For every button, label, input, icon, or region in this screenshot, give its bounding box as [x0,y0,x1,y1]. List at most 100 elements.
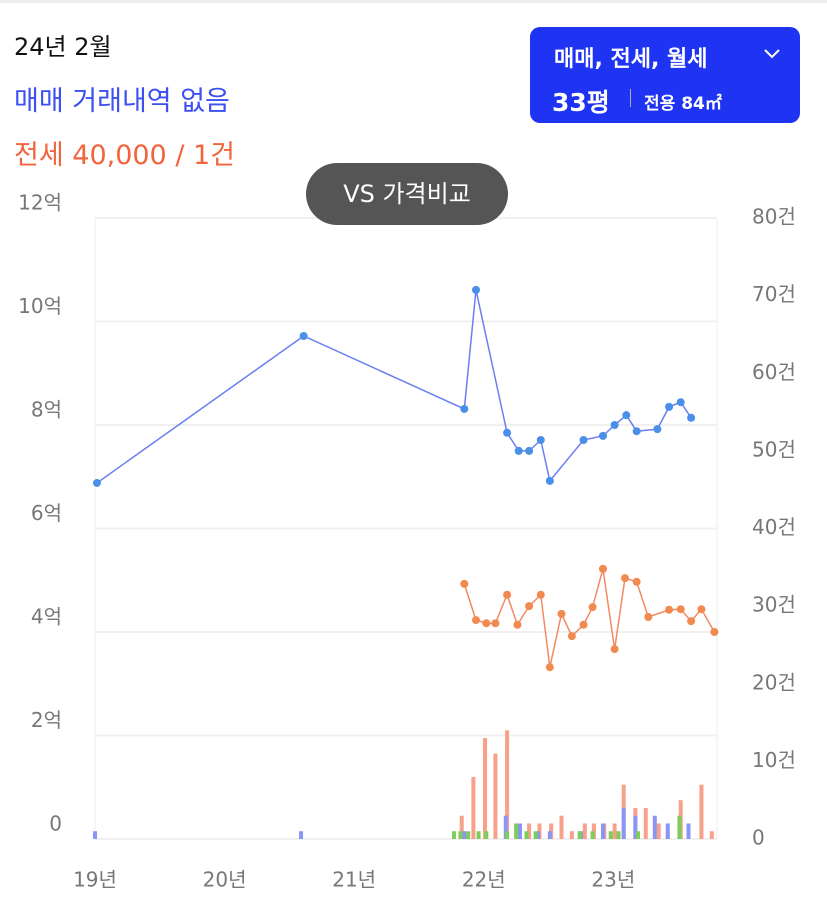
bar [547,831,552,839]
point [482,619,491,628]
point [653,425,662,434]
bar [483,738,488,839]
filter-area: 전용 84㎡ [644,94,722,114]
point [687,413,696,422]
bar [299,831,304,839]
point [710,628,719,636]
bar [451,831,456,839]
y-tick-label: 12억 [18,191,62,215]
point [536,436,545,445]
chevron [764,49,780,59]
point [536,590,545,599]
filter-button[interactable]: 매매, 전세, 월세 33평 전용 84㎡ [530,27,800,123]
y-tick-label: 10억 [18,294,62,318]
bar [569,831,574,839]
bar [616,831,621,839]
bar [608,831,613,839]
point [610,421,619,429]
point [644,612,653,621]
bar [476,831,481,839]
bar [93,831,97,839]
point [632,427,641,436]
x-tick-label: 21년 [332,868,376,892]
bar [577,831,582,839]
point [503,428,512,437]
filter-types: 매매, 전세, 월세 [554,47,708,72]
point [471,285,480,294]
date: 24년 2월 [14,33,112,61]
point [299,331,308,340]
y2-tick-label: 80건 [752,205,796,229]
bar [536,831,541,839]
bar [652,815,657,839]
compare-button[interactable]: VS 가격비교 [306,163,508,225]
jeonse-note: 전세 40,000 / 1건 [14,140,236,171]
bar [471,776,476,839]
point [622,411,631,420]
bar [503,815,508,839]
bar [699,784,704,839]
point [665,402,674,411]
point [514,446,523,455]
bar [600,823,605,839]
bar [458,831,463,839]
bar [462,831,467,839]
y-tick-label: 2억 [31,708,62,732]
point [632,577,641,586]
point [545,476,554,485]
bar [524,831,529,839]
y2-tick-label: 20건 [752,670,796,694]
chart: 0 2억 4억 6억 8억 10억 12억 0 10건 20건 30건 40건 50건 60건 70건 80건… [18,191,796,892]
line [463,568,716,668]
point [579,620,588,629]
point [525,602,534,611]
bar [633,815,638,839]
bar [493,753,498,839]
point [579,436,588,445]
bar [505,730,510,839]
filter-size: 33평 [552,88,610,117]
y2-tick-label: 60건 [752,360,796,384]
point [525,446,534,455]
point [545,663,554,672]
bar [677,815,682,839]
point [588,603,597,612]
x-tick-label: 20년 [203,868,247,892]
bar [484,831,489,839]
bar [590,831,595,839]
bar [612,823,617,839]
point [567,632,576,641]
bar [533,831,538,839]
bar [665,823,670,839]
point [513,620,522,629]
point [491,619,500,628]
point [503,590,512,599]
x-tick-label: 19년 [73,868,117,892]
y2-tick-label: 0 [752,826,765,850]
bar [656,823,661,839]
x-tick-label: 22년 [462,868,506,892]
y-tick-label: 8억 [31,398,62,422]
bar [582,823,587,839]
bar [559,815,564,839]
y-tick-label: 4억 [31,605,62,629]
point [697,605,706,614]
y2-tick-label: 70건 [752,282,796,306]
point [687,617,696,626]
bar [635,831,640,839]
bar [686,823,691,839]
y2-tick-label: 40건 [752,515,796,539]
y2-tick-label: 10건 [752,748,796,772]
point [557,609,566,618]
y2-tick-label: 50건 [752,437,796,461]
point [598,564,607,573]
point [676,605,685,614]
point [610,645,619,654]
bar [527,823,532,839]
bar [709,831,714,839]
bar [621,807,626,839]
bar [514,823,519,839]
x-tick-label: 23년 [591,868,635,892]
bar [518,823,523,839]
